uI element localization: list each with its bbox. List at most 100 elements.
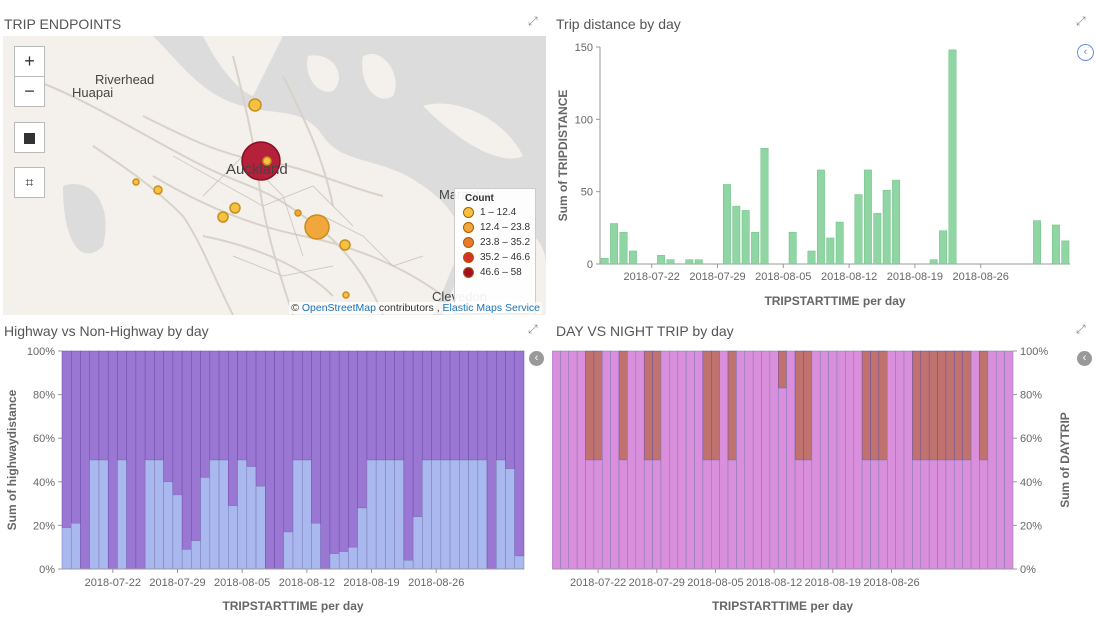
endpoint-marker[interactable] xyxy=(339,239,351,251)
bar-segment-upper[interactable] xyxy=(70,350,81,524)
bar-segment-lower[interactable] xyxy=(652,459,662,570)
bar-segment-lower[interactable] xyxy=(440,459,451,570)
bar-segment-lower[interactable] xyxy=(627,350,637,570)
legend-item[interactable]: 1 – 12.4 xyxy=(463,206,535,219)
endpoint-marker[interactable] xyxy=(229,202,241,214)
bar-segment-lower[interactable] xyxy=(191,540,201,570)
bar-segment-lower[interactable] xyxy=(878,459,888,570)
bar-segment-lower[interactable] xyxy=(870,459,880,570)
endpoint-marker[interactable] xyxy=(304,214,330,240)
bar[interactable] xyxy=(939,230,948,265)
bar-segment-upper[interactable] xyxy=(283,350,294,533)
expand-icon[interactable]: ⤢ xyxy=(528,322,538,336)
bar-segment-upper[interactable] xyxy=(711,350,720,461)
bar-segment-lower[interactable] xyxy=(163,481,174,570)
bar-segment-lower[interactable] xyxy=(794,459,804,570)
bar-segment-lower[interactable] xyxy=(895,350,905,570)
bar[interactable] xyxy=(948,49,957,265)
bar-segment-lower[interactable] xyxy=(618,459,628,570)
bar-segment-lower[interactable] xyxy=(98,459,109,570)
expand-icon[interactable]: ⤢ xyxy=(528,14,538,28)
bar-segment-lower[interactable] xyxy=(292,459,303,570)
bar-segment-upper[interactable] xyxy=(98,350,109,461)
bar-segment-upper[interactable] xyxy=(144,350,155,461)
bar-segment-lower[interactable] xyxy=(403,560,414,570)
bar[interactable] xyxy=(854,194,863,265)
bar-segment-upper[interactable] xyxy=(928,350,938,461)
bar-segment-lower[interactable] xyxy=(172,494,183,570)
bar-segment-upper[interactable] xyxy=(794,350,804,461)
bar-segment-lower[interactable] xyxy=(937,459,947,570)
bar-segment-upper[interactable] xyxy=(181,350,192,550)
bar-segment-lower[interactable] xyxy=(970,350,980,570)
bar-segment-upper[interactable] xyxy=(468,350,479,461)
bar[interactable] xyxy=(816,169,825,265)
bar-segment-lower[interactable] xyxy=(677,350,687,570)
bar-segment-lower[interactable] xyxy=(449,459,460,570)
bar-segment-lower[interactable] xyxy=(727,459,737,570)
bar-segment-lower[interactable] xyxy=(962,459,972,570)
bar-segment-upper[interactable] xyxy=(861,350,871,461)
bar-segment-lower[interactable] xyxy=(228,505,238,570)
bar-segment-upper[interactable] xyxy=(375,350,386,461)
map-canvas[interactable]: Riverhead Huapai Auckland Maraetai Cleve… xyxy=(3,36,546,315)
bar-segment-upper[interactable] xyxy=(878,350,888,461)
bar-segment-lower[interactable] xyxy=(786,350,796,570)
bar-segment-lower[interactable] xyxy=(853,350,863,570)
bar-segment-lower[interactable] xyxy=(496,459,506,570)
bar-segment-lower[interactable] xyxy=(811,350,821,570)
bar-segment-lower[interactable] xyxy=(366,459,377,570)
bar-segment-upper[interactable] xyxy=(163,350,174,483)
bar[interactable] xyxy=(1061,240,1070,265)
bar-segment-upper[interactable] xyxy=(329,350,340,554)
endpoint-marker[interactable] xyxy=(132,178,140,186)
bar-segment-upper[interactable] xyxy=(514,350,525,557)
bar-segment-upper[interactable] xyxy=(348,350,358,548)
osm-link[interactable]: OpenStreetMap xyxy=(301,302,376,314)
bar-segment-lower[interactable] xyxy=(61,527,72,570)
bar-segment-upper[interactable] xyxy=(265,350,275,570)
endpoint-marker[interactable] xyxy=(294,209,302,217)
bar-segment-lower[interactable] xyxy=(828,350,838,570)
bar-segment-lower[interactable] xyxy=(514,555,525,570)
legend-toggle-icon[interactable]: ‹ xyxy=(529,351,544,366)
bar-segment-upper[interactable] xyxy=(366,350,377,461)
bar-segment-lower[interactable] xyxy=(301,459,312,570)
bar-segment-upper[interactable] xyxy=(459,350,469,461)
bar-segment-upper[interactable] xyxy=(920,350,930,461)
bar-segment-upper[interactable] xyxy=(643,350,653,461)
expand-icon[interactable]: ⤢ xyxy=(1076,322,1086,336)
bar-segment-upper[interactable] xyxy=(357,350,368,509)
bar-segment-lower[interactable] xyxy=(769,350,779,570)
bar-segment-lower[interactable] xyxy=(394,459,405,570)
bar-segment-lower[interactable] xyxy=(694,350,704,570)
bar-segment-upper[interactable] xyxy=(496,350,506,461)
bar-segment-upper[interactable] xyxy=(803,350,813,461)
bar-segment-lower[interactable] xyxy=(560,350,570,570)
bar-segment-upper[interactable] xyxy=(979,350,989,461)
bar[interactable] xyxy=(600,257,609,265)
bar-segment-lower[interactable] xyxy=(181,549,192,570)
bar-segment-upper[interactable] xyxy=(937,350,947,461)
bar-segment-upper[interactable] xyxy=(431,350,442,461)
bar-segment-upper[interactable] xyxy=(255,350,266,487)
bar-segment-upper[interactable] xyxy=(89,350,100,461)
bar-segment-lower[interactable] xyxy=(117,459,127,570)
bar-segment-lower[interactable] xyxy=(819,350,829,570)
bar-segment-lower[interactable] xyxy=(1004,350,1014,570)
bar[interactable] xyxy=(610,223,619,265)
bar-segment-lower[interactable] xyxy=(477,459,488,570)
bar-segment-upper[interactable] xyxy=(301,350,312,461)
trip-distance-chart[interactable]: 0 50 100 150 2018-07-22 2018-07-29 2018-08-05 2… xyxy=(552,0,1096,318)
bar-segment-lower[interactable] xyxy=(736,350,746,570)
bar[interactable] xyxy=(666,259,675,265)
bar-segment-lower[interactable] xyxy=(422,459,432,570)
bar[interactable] xyxy=(694,259,703,265)
bar[interactable] xyxy=(722,184,731,265)
bar-segment-lower[interactable] xyxy=(459,459,469,570)
endpoint-marker[interactable] xyxy=(248,98,262,112)
bar-segment-lower[interactable] xyxy=(836,350,846,570)
bar-segment-upper[interactable] xyxy=(422,350,432,461)
bar-segment-lower[interactable] xyxy=(89,459,100,570)
bar-segment-lower[interactable] xyxy=(246,466,257,570)
